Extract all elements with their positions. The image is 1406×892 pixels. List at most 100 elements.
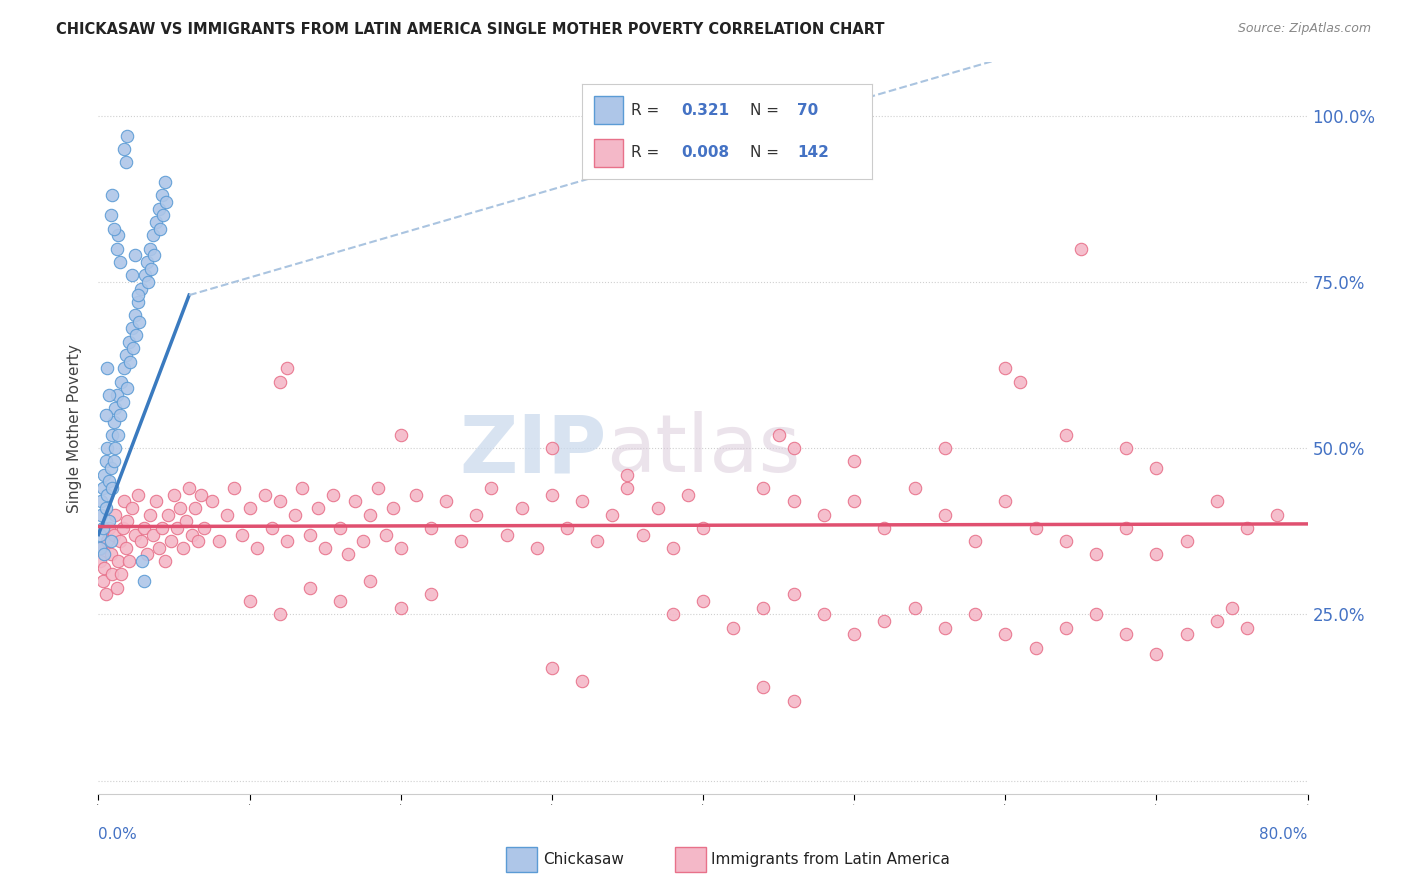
Point — [90, 494, 112, 508]
Point — [190, 488, 212, 502]
Point — [91, 521, 114, 535]
Point — [1115, 521, 1137, 535]
Point — [1054, 427, 1077, 442]
Point — [813, 508, 835, 522]
Point — [150, 521, 173, 535]
Point — [105, 388, 128, 402]
Point — [586, 534, 609, 549]
Point — [526, 541, 548, 555]
Point — [187, 534, 209, 549]
Point — [602, 508, 624, 522]
Point — [143, 248, 166, 262]
Point — [110, 567, 132, 582]
Point — [94, 500, 117, 515]
Point — [94, 587, 117, 601]
Point — [115, 128, 138, 143]
Point — [299, 581, 322, 595]
Point — [127, 294, 149, 309]
Point — [101, 481, 124, 495]
Point — [291, 481, 314, 495]
Point — [139, 242, 162, 256]
Point — [98, 475, 121, 489]
Point — [96, 361, 118, 376]
Point — [676, 488, 699, 502]
Point — [1115, 441, 1137, 455]
Point — [246, 541, 269, 555]
Point — [1267, 508, 1289, 522]
Point — [93, 561, 115, 575]
Point — [571, 673, 593, 688]
Point — [201, 494, 224, 508]
Point — [107, 427, 129, 442]
Point — [405, 488, 427, 502]
Point — [269, 375, 291, 389]
Point — [253, 488, 276, 502]
Point — [136, 275, 159, 289]
Point — [114, 155, 136, 169]
Point — [360, 574, 382, 588]
Point — [91, 481, 114, 495]
Point — [90, 508, 112, 522]
Point — [108, 534, 131, 549]
Point — [114, 541, 136, 555]
Point — [118, 554, 141, 568]
Point — [89, 541, 111, 555]
Point — [105, 581, 128, 595]
Point — [540, 488, 562, 502]
Point — [844, 454, 866, 468]
Point — [134, 268, 156, 283]
Point — [118, 334, 141, 349]
Point — [329, 521, 352, 535]
Point — [142, 228, 165, 243]
Point — [93, 467, 115, 482]
Point — [510, 500, 533, 515]
Point — [367, 481, 389, 495]
Point — [111, 394, 134, 409]
Point — [152, 208, 174, 222]
Point — [112, 494, 135, 508]
Point — [103, 415, 125, 429]
Point — [934, 441, 956, 455]
Point — [322, 488, 344, 502]
Point — [100, 548, 122, 562]
Text: Chickasaw: Chickasaw — [543, 853, 624, 867]
Point — [465, 508, 488, 522]
Point — [1144, 647, 1167, 661]
Point — [934, 508, 956, 522]
Point — [269, 607, 291, 622]
Text: atlas: atlas — [606, 411, 800, 489]
Point — [215, 508, 238, 522]
Point — [108, 255, 131, 269]
Point — [844, 494, 866, 508]
Text: 80.0%: 80.0% — [1260, 827, 1308, 841]
Point — [1054, 621, 1077, 635]
Point — [179, 481, 201, 495]
Text: 0.0%: 0.0% — [98, 827, 138, 841]
Point — [101, 188, 124, 202]
Point — [616, 467, 638, 482]
Point — [103, 221, 125, 235]
Point — [616, 481, 638, 495]
Point — [100, 534, 122, 549]
Text: ZIP: ZIP — [458, 411, 606, 489]
Point — [965, 534, 987, 549]
Point — [132, 574, 155, 588]
Point — [783, 694, 806, 708]
Point — [122, 342, 145, 356]
Point — [540, 441, 562, 455]
Point — [112, 142, 135, 156]
Point — [114, 348, 136, 362]
Point — [1024, 640, 1046, 655]
Point — [571, 494, 593, 508]
Point — [155, 195, 177, 210]
Point — [120, 354, 142, 368]
Point — [121, 500, 143, 515]
Point — [994, 627, 1017, 641]
Point — [352, 534, 374, 549]
Point — [163, 488, 186, 502]
Point — [783, 587, 806, 601]
Point — [389, 427, 412, 442]
Point — [100, 461, 122, 475]
Point — [314, 541, 336, 555]
Point — [768, 427, 790, 442]
